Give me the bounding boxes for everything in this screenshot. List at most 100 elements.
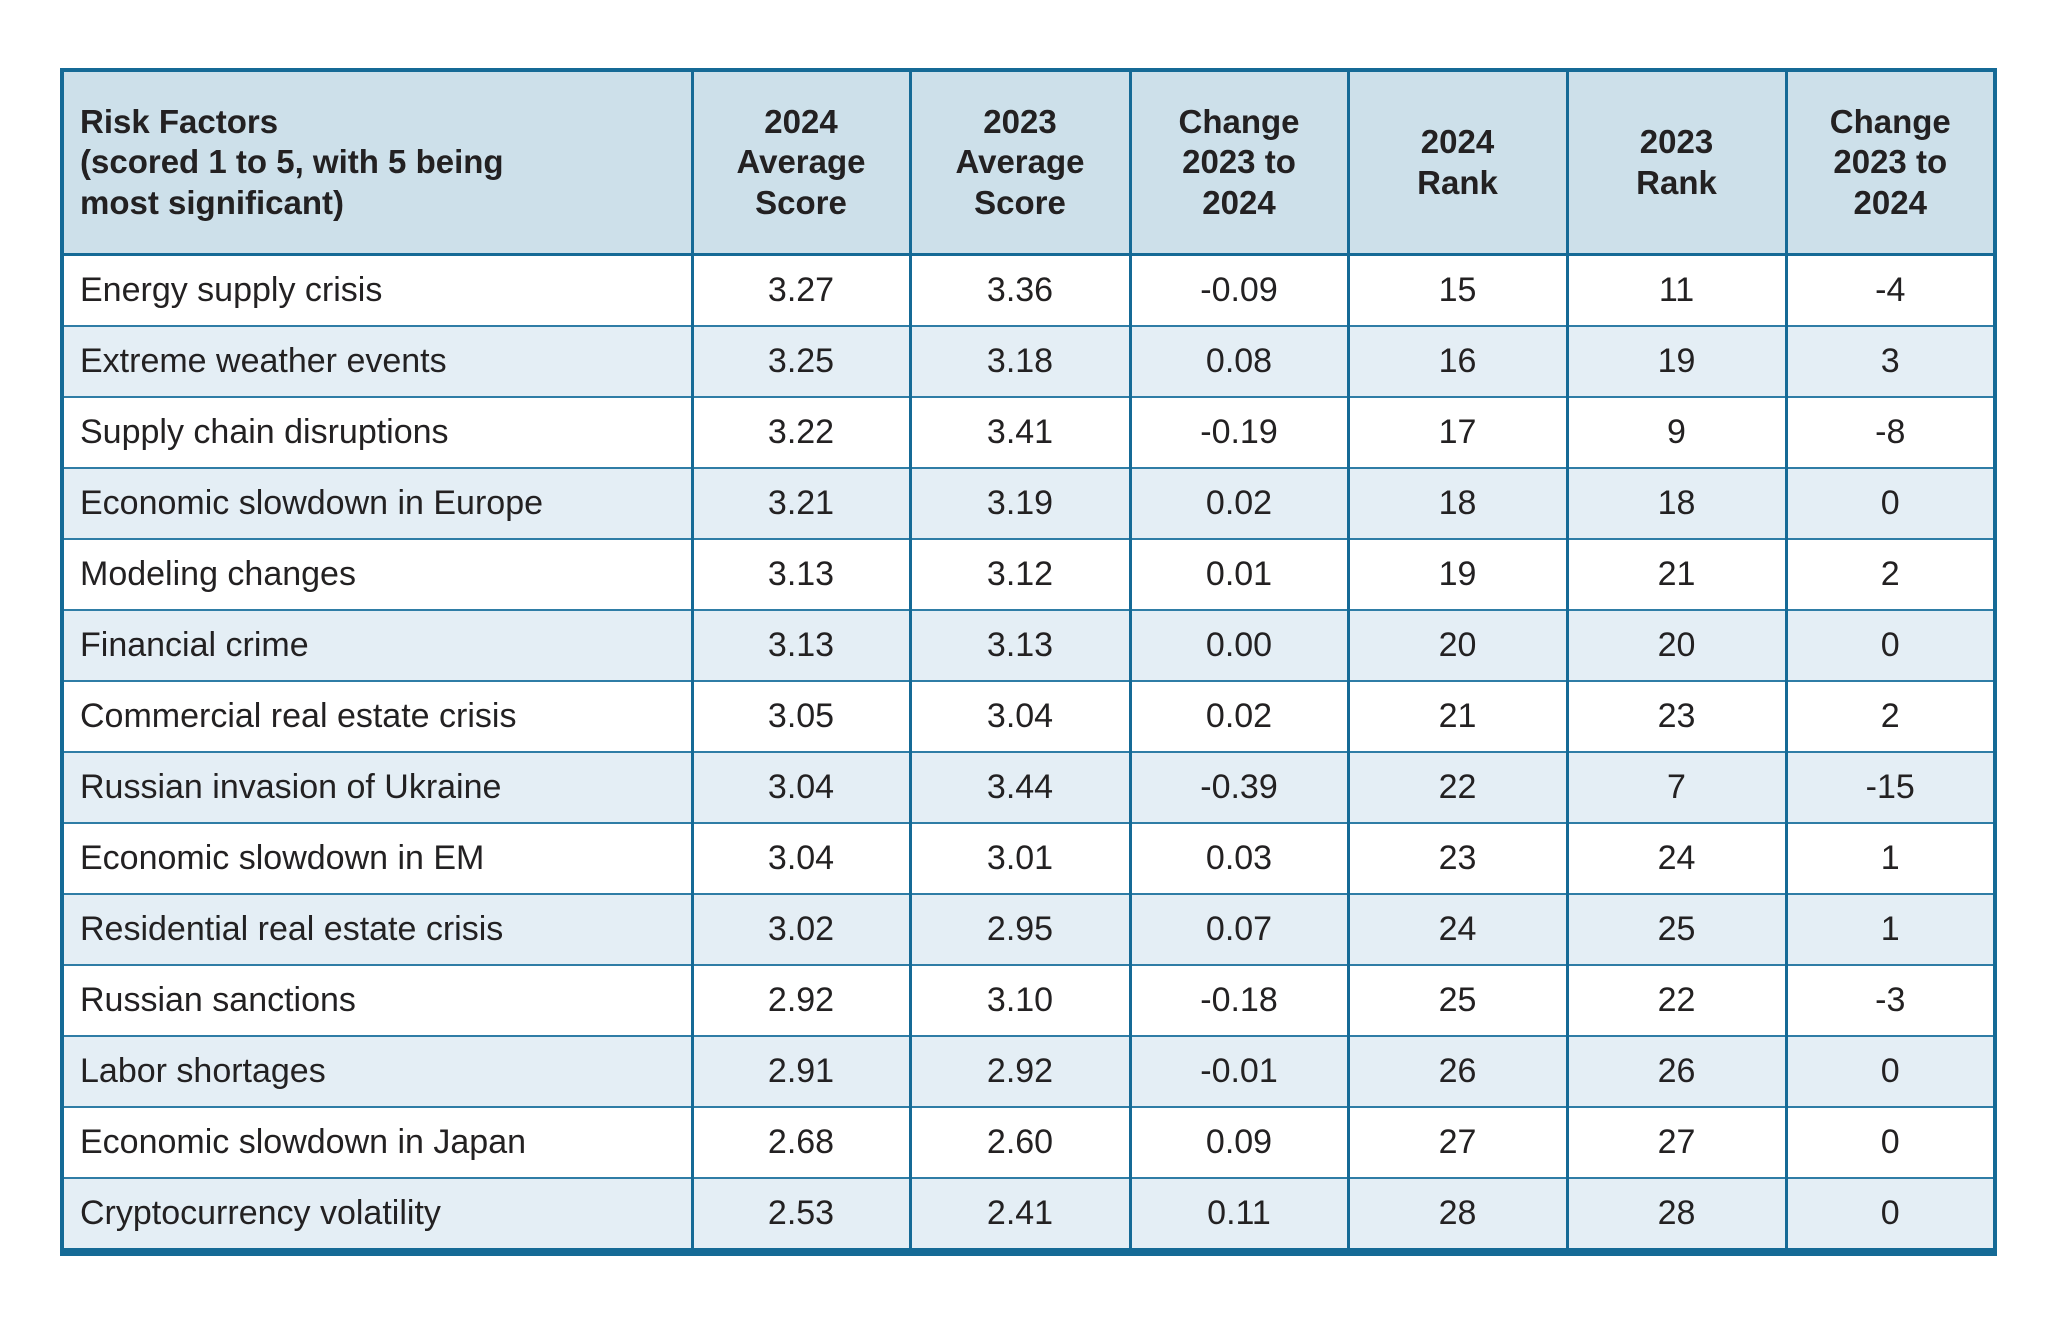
score-2023-cell: 3.04 <box>908 680 1132 753</box>
score-2023-cell: 3.01 <box>908 822 1132 895</box>
table-row: Economic slowdown in EM 3.04 3.01 0.03 23 24 1 <box>60 822 1997 895</box>
rank-2023-cell: 11 <box>1565 253 1788 327</box>
rank-2024-cell: 16 <box>1346 325 1569 398</box>
score-2024-cell: 3.05 <box>690 680 912 753</box>
rank-change-cell: -8 <box>1784 396 1997 469</box>
rank-2024-cell: 17 <box>1346 396 1569 469</box>
table-row: Extreme weather events 3.25 3.18 0.08 16 19 3 <box>60 325 1997 398</box>
score-change-cell: 0.00 <box>1128 609 1350 682</box>
risk-factor-cell: Economic slowdown in Europe <box>60 467 694 540</box>
score-2024-cell: 3.13 <box>690 538 912 611</box>
risk-factor-cell: Extreme weather events <box>60 325 694 398</box>
rank-2023-cell: 18 <box>1565 467 1788 540</box>
table-row: Labor shortages 2.91 2.92 -0.01 26 26 0 <box>60 1035 1997 1108</box>
score-change-cell: -0.19 <box>1128 396 1350 469</box>
risk-factor-cell: Economic slowdown in Japan <box>60 1106 694 1179</box>
rank-2024-cell: 24 <box>1346 893 1569 966</box>
score-2024-cell: 3.25 <box>690 325 912 398</box>
score-2023-cell: 2.92 <box>908 1035 1132 1108</box>
table-row: Russian invasion of Ukraine 3.04 3.44 -0.39… <box>60 751 1997 824</box>
column-header-change-rank: Change 2023 to 2024 <box>1784 69 1997 256</box>
rank-2024-cell: 21 <box>1346 680 1569 753</box>
risk-factor-cell: Economic slowdown in EM <box>60 822 694 895</box>
rank-2024-cell: 25 <box>1346 964 1569 1037</box>
rank-change-cell: 0 <box>1784 609 1997 682</box>
rank-2024-cell: 15 <box>1346 253 1569 327</box>
rank-change-cell: 1 <box>1784 822 1997 895</box>
score-2023-cell: 2.41 <box>908 1177 1132 1253</box>
table-row: Modeling changes 3.13 3.12 0.01 19 21 2 <box>60 538 1997 611</box>
rank-change-cell: 2 <box>1784 680 1997 753</box>
rank-change-cell: 0 <box>1784 1177 1997 1253</box>
score-change-cell: 0.03 <box>1128 822 1350 895</box>
score-2023-cell: 3.36 <box>908 253 1132 327</box>
score-2024-cell: 3.22 <box>690 396 912 469</box>
column-header-2023-average-score: 2023 Average Score <box>908 69 1132 256</box>
rank-2023-cell: 26 <box>1565 1035 1788 1108</box>
score-2023-cell: 2.60 <box>908 1106 1132 1179</box>
score-2023-cell: 2.95 <box>908 893 1132 966</box>
header-row: Risk Factors (scored 1 to 5, with 5 bein… <box>60 69 1997 256</box>
rank-change-cell: 2 <box>1784 538 1997 611</box>
rank-2023-cell: 25 <box>1565 893 1788 966</box>
score-change-cell: 0.01 <box>1128 538 1350 611</box>
rank-2023-cell: 9 <box>1565 396 1788 469</box>
score-2024-cell: 2.53 <box>690 1177 912 1253</box>
rank-2023-cell: 27 <box>1565 1106 1788 1179</box>
score-2024-cell: 3.04 <box>690 822 912 895</box>
table-row: Cryptocurrency volatility 2.53 2.41 0.11 28 2… <box>60 1177 1997 1253</box>
risk-factors-table: Risk Factors (scored 1 to 5, with 5 bein… <box>60 68 1997 1256</box>
rank-2023-cell: 24 <box>1565 822 1788 895</box>
table-row: Commercial real estate crisis 3.05 3.04 0.0… <box>60 680 1997 753</box>
rank-change-cell: 3 <box>1784 325 1997 398</box>
score-change-cell: -0.18 <box>1128 964 1350 1037</box>
rank-change-cell: 0 <box>1784 1106 1997 1179</box>
score-2024-cell: 3.13 <box>690 609 912 682</box>
rank-change-cell: 1 <box>1784 893 1997 966</box>
score-2024-cell: 3.27 <box>690 253 912 327</box>
risk-factor-cell: Cryptocurrency volatility <box>60 1177 694 1253</box>
score-change-cell: -0.09 <box>1128 253 1350 327</box>
table-row: Supply chain disruptions 3.22 3.41 -0.19 17 9… <box>60 396 1997 469</box>
score-2024-cell: 3.02 <box>690 893 912 966</box>
score-2024-cell: 3.21 <box>690 467 912 540</box>
rank-change-cell: -3 <box>1784 964 1997 1037</box>
rank-2024-cell: 19 <box>1346 538 1569 611</box>
table-row: Economic slowdown in Europe 3.21 3.19 0.02 1… <box>60 467 1997 540</box>
score-2024-cell: 2.68 <box>690 1106 912 1179</box>
risk-factor-cell: Supply chain disruptions <box>60 396 694 469</box>
table-row: Energy supply crisis 3.27 3.36 -0.09 15 11 -4 <box>60 253 1997 327</box>
score-2023-cell: 3.10 <box>908 964 1132 1037</box>
score-change-cell: 0.07 <box>1128 893 1350 966</box>
rank-change-cell: -4 <box>1784 253 1997 327</box>
column-header-2024-average-score: 2024 Average Score <box>690 69 912 256</box>
table-row: Residential real estate crisis 3.02 2.95 0.… <box>60 893 1997 966</box>
score-change-cell: 0.08 <box>1128 325 1350 398</box>
rank-change-cell: 0 <box>1784 467 1997 540</box>
table-row: Russian sanctions 2.92 3.10 -0.18 25 22 -3 <box>60 964 1997 1037</box>
score-change-cell: -0.39 <box>1128 751 1350 824</box>
rank-2023-cell: 20 <box>1565 609 1788 682</box>
risk-factor-cell: Labor shortages <box>60 1035 694 1108</box>
rank-2024-cell: 26 <box>1346 1035 1569 1108</box>
risk-factor-cell: Commercial real estate crisis <box>60 680 694 753</box>
score-2023-cell: 3.18 <box>908 325 1132 398</box>
score-2023-cell: 3.13 <box>908 609 1132 682</box>
table-row: Financial crime 3.13 3.13 0.00 20 20 0 <box>60 609 1997 682</box>
table-body: Energy supply crisis 3.27 3.36 -0.09 15 11 -4 E… <box>60 253 1997 1253</box>
rank-2023-cell: 19 <box>1565 325 1788 398</box>
score-2024-cell: 2.92 <box>690 964 912 1037</box>
score-2023-cell: 3.19 <box>908 467 1132 540</box>
score-change-cell: 0.09 <box>1128 1106 1350 1179</box>
risk-factor-cell: Russian invasion of Ukraine <box>60 751 694 824</box>
rank-2023-cell: 21 <box>1565 538 1788 611</box>
rank-2024-cell: 27 <box>1346 1106 1569 1179</box>
rank-2024-cell: 22 <box>1346 751 1569 824</box>
risk-factor-cell: Energy supply crisis <box>60 253 694 327</box>
table-row: Economic slowdown in Japan 2.68 2.60 0.09 27… <box>60 1106 1997 1179</box>
rank-2023-cell: 22 <box>1565 964 1788 1037</box>
score-2024-cell: 2.91 <box>690 1035 912 1108</box>
rank-2023-cell: 7 <box>1565 751 1788 824</box>
rank-2024-cell: 28 <box>1346 1177 1569 1253</box>
score-change-cell: 0.11 <box>1128 1177 1350 1253</box>
